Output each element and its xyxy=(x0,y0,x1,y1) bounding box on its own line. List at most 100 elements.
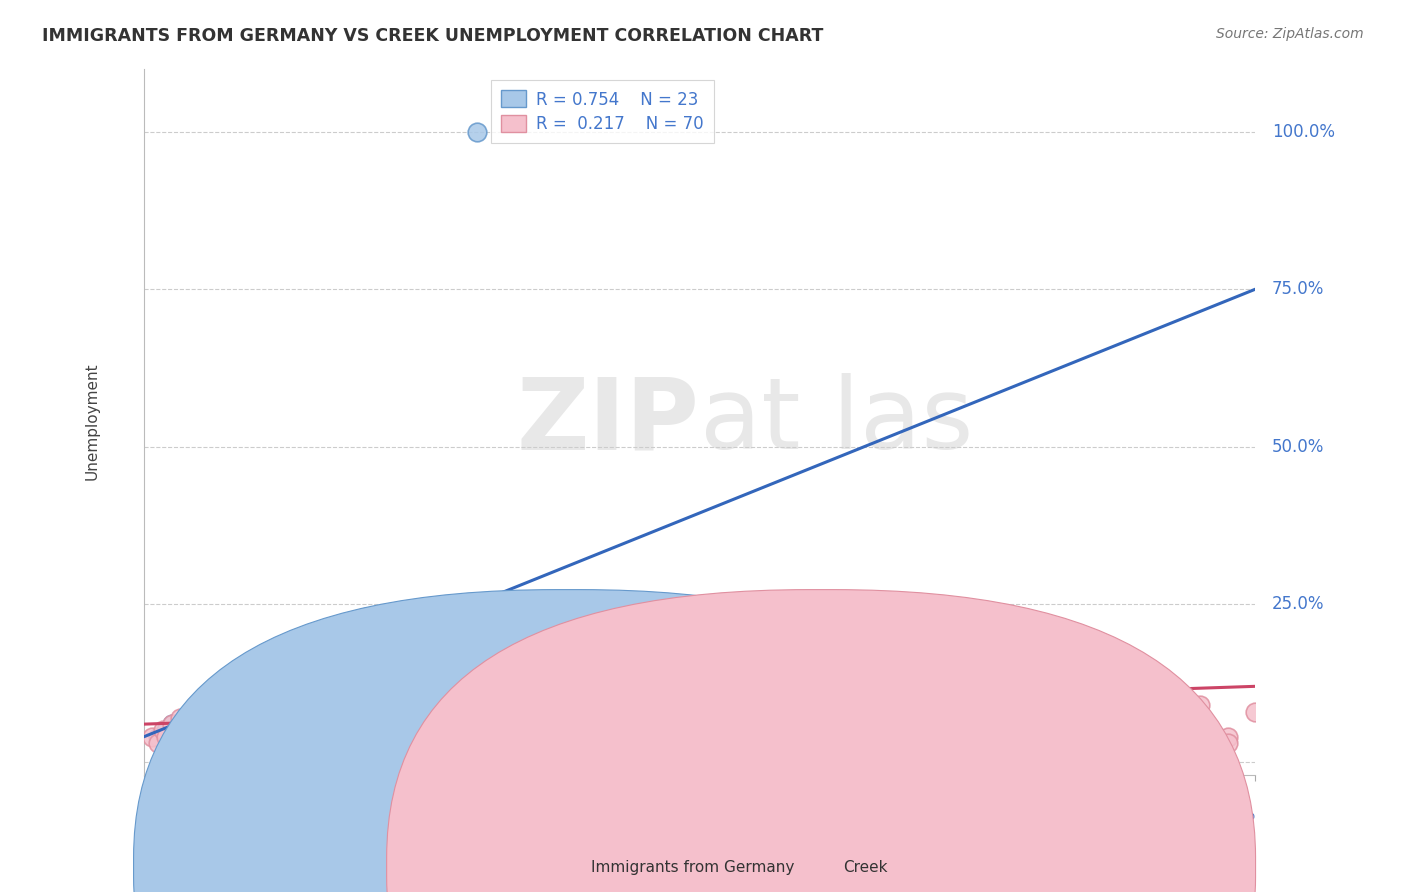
Point xyxy=(1161,717,1184,731)
Point xyxy=(411,685,433,699)
Point xyxy=(160,717,183,731)
Point xyxy=(202,698,225,713)
Text: Creek: Creek xyxy=(844,860,889,874)
Point xyxy=(911,648,934,662)
Point xyxy=(271,698,294,713)
Point xyxy=(827,654,849,668)
Point xyxy=(966,666,988,681)
Point xyxy=(827,654,849,668)
Point xyxy=(166,720,188,734)
Text: IMMIGRANTS FROM GERMANY VS CREEK UNEMPLOYMENT CORRELATION CHART: IMMIGRANTS FROM GERMANY VS CREEK UNEMPLO… xyxy=(42,27,824,45)
Point xyxy=(633,673,655,687)
Point xyxy=(146,736,169,750)
Point xyxy=(550,641,572,656)
Point xyxy=(217,705,239,719)
Point xyxy=(160,717,183,731)
Point xyxy=(183,717,205,731)
Point xyxy=(222,692,245,706)
Point xyxy=(800,648,823,662)
Point xyxy=(231,711,253,725)
Point xyxy=(249,695,271,709)
Point xyxy=(354,610,377,624)
Point xyxy=(467,698,489,713)
Point xyxy=(188,707,211,722)
Point xyxy=(1077,698,1099,713)
Point xyxy=(152,723,174,738)
Point xyxy=(299,673,322,687)
Point xyxy=(342,679,364,693)
Point xyxy=(938,654,960,668)
Point xyxy=(467,124,489,138)
Text: at las: at las xyxy=(700,373,973,470)
Point xyxy=(578,685,600,699)
Point xyxy=(299,673,322,687)
Point xyxy=(396,692,419,706)
Point xyxy=(467,692,489,706)
Legend: R = 0.754    N = 23, R =  0.217    N = 70: R = 0.754 N = 23, R = 0.217 N = 70 xyxy=(491,80,714,144)
Point xyxy=(550,679,572,693)
Point xyxy=(238,705,260,719)
Point xyxy=(368,629,391,643)
Point xyxy=(169,711,191,725)
Point xyxy=(716,666,738,681)
Point xyxy=(194,717,217,731)
Text: 100.0%: 100.0% xyxy=(1272,122,1336,141)
Point xyxy=(744,654,766,668)
Point xyxy=(1050,705,1073,719)
Point xyxy=(146,730,169,744)
Point xyxy=(855,666,877,681)
Point xyxy=(202,698,225,713)
Point xyxy=(605,666,627,681)
Text: 0.0%: 0.0% xyxy=(143,806,186,824)
Point xyxy=(285,692,308,706)
Point xyxy=(217,698,239,713)
Point xyxy=(177,723,200,738)
Point xyxy=(1216,730,1239,744)
Text: 75.0%: 75.0% xyxy=(1272,280,1324,298)
Point xyxy=(243,698,266,713)
Text: ZIP: ZIP xyxy=(517,373,700,470)
Point xyxy=(257,705,280,719)
Point xyxy=(744,635,766,649)
Point xyxy=(285,666,308,681)
Text: 40.0%: 40.0% xyxy=(1204,806,1256,824)
Point xyxy=(328,629,350,643)
Point xyxy=(368,692,391,706)
Point xyxy=(1244,705,1267,719)
Point xyxy=(382,698,405,713)
Text: Unemployment: Unemployment xyxy=(84,363,100,481)
Point xyxy=(1216,736,1239,750)
Point xyxy=(1022,660,1045,674)
Point xyxy=(342,623,364,637)
Point xyxy=(174,717,197,731)
Point xyxy=(271,673,294,687)
Text: 25.0%: 25.0% xyxy=(1272,595,1324,614)
Point xyxy=(522,673,544,687)
Point xyxy=(222,698,245,713)
Point xyxy=(243,685,266,699)
Point xyxy=(194,705,217,719)
Point xyxy=(155,730,177,744)
Point xyxy=(328,673,350,687)
Text: 50.0%: 50.0% xyxy=(1272,438,1324,456)
Point xyxy=(238,692,260,706)
Point xyxy=(494,692,516,706)
Point xyxy=(188,711,211,725)
Point xyxy=(183,705,205,719)
Text: Source: ZipAtlas.com: Source: ZipAtlas.com xyxy=(1216,27,1364,41)
Point xyxy=(252,692,274,706)
Point xyxy=(1188,698,1211,713)
Point xyxy=(166,723,188,738)
Point xyxy=(354,679,377,693)
Point xyxy=(633,648,655,662)
Point xyxy=(411,705,433,719)
Point xyxy=(155,723,177,738)
Point xyxy=(231,689,253,703)
Point xyxy=(689,660,711,674)
Point xyxy=(141,730,163,744)
Point xyxy=(772,660,794,674)
Point xyxy=(1105,711,1128,725)
Point xyxy=(883,660,905,674)
Point xyxy=(299,679,322,693)
Point xyxy=(1133,692,1156,706)
